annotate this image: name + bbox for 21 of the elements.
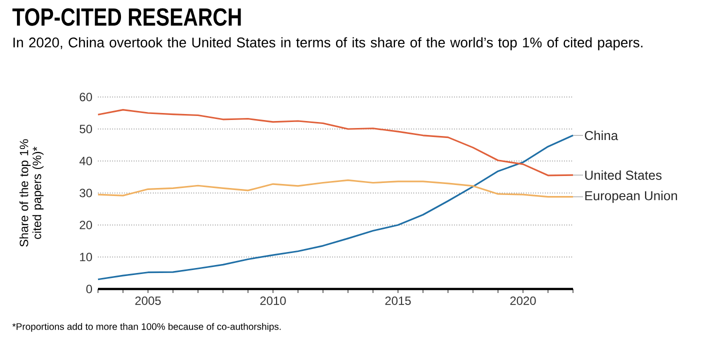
series-label: United States	[585, 170, 662, 180]
y-tick-label: 20	[80, 220, 92, 230]
y-tick-label: 50	[80, 124, 92, 134]
line-series	[97, 134, 574, 280]
y-tick-label: 40	[79, 156, 92, 166]
x-tick-label: 2020	[510, 296, 536, 305]
x-tick-label: 2015	[385, 296, 411, 305]
y-tick-label: 60	[80, 92, 92, 102]
series-label: China	[584, 130, 618, 140]
y-axis-title: Share of the top 1% cited papers (%)*	[19, 139, 44, 247]
y-tick-label: 30	[80, 188, 92, 198]
line-series	[97, 179, 574, 198]
y-tick-label: 10	[80, 252, 92, 262]
chart-subtitle: In 2020, China overtook the United States in terms of its share of the world’s top 1% of cited papers.	[13, 37, 642, 50]
line-series	[97, 108, 574, 176]
x-tick-label: 2005	[135, 296, 161, 305]
y-tick-label: 0	[86, 284, 92, 294]
series-label: European Union	[585, 190, 677, 203]
x-tick-label: 2010	[260, 296, 286, 305]
chart-title: TOP-CITED RESEARCH	[12, 8, 241, 26]
text: *Proportions add to more than 100% because of co-authorships.	[12, 322, 281, 332]
